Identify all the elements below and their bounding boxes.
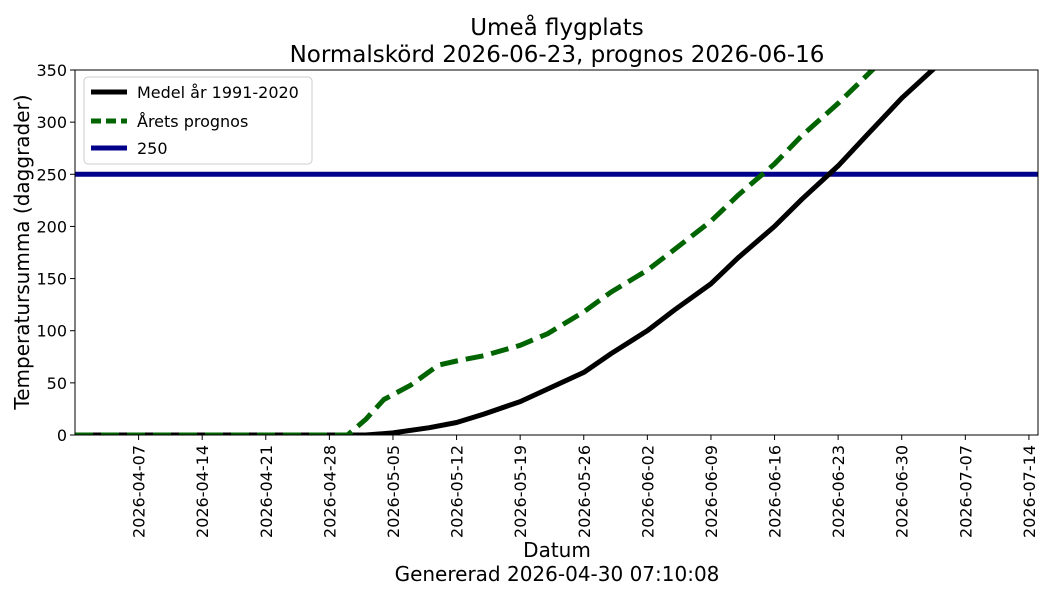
series-line-medel	[75, 70, 937, 435]
x-tick-label: 2026-06-02	[638, 445, 657, 538]
x-tick-label: 2026-04-21	[257, 445, 276, 538]
x-axis: 2026-04-07 2026-04-14 2026-04-21 2026-04-28…	[130, 435, 1039, 538]
legend: Medel år 1991-2020 Årets prognos 250	[83, 76, 313, 165]
x-tick-label: 2026-07-07	[956, 445, 975, 538]
x-axis-label: Datum	[523, 538, 591, 562]
x-tick-label: 2026-04-28	[320, 445, 339, 538]
y-tick-label: 150	[36, 270, 67, 289]
legend-box	[83, 76, 313, 165]
legend-label-250: 250	[137, 139, 168, 158]
x-tick-label: 2026-04-07	[130, 445, 149, 538]
footer-generated: Genererad 2026-04-30 07:10:08	[395, 562, 720, 586]
x-tick-label: 2026-07-14	[1020, 445, 1039, 538]
x-tick-label: 2026-04-14	[193, 445, 212, 538]
x-tick-label: 2026-05-12	[448, 445, 467, 538]
y-tick-label: 300	[36, 113, 67, 132]
x-tick-label: 2026-06-09	[702, 445, 721, 538]
plot-frame	[74, 69, 1039, 436]
chart-subtitle: Normalskörd 2026-06-23, prognos 2026-06-…	[290, 42, 825, 68]
series-layer	[75, 70, 1038, 435]
x-tick-label: 2026-06-16	[766, 445, 785, 538]
y-axis-label: Temperatursumma (daggrader)	[10, 94, 34, 410]
y-tick-label: 0	[57, 426, 67, 445]
chart-title: Umeå flygplats	[470, 13, 644, 41]
x-tick-label: 2026-06-30	[893, 445, 912, 538]
series-line-prognos	[75, 70, 876, 435]
x-tick-label: 2026-06-23	[829, 445, 848, 538]
legend-label-medel: Medel år 1991-2020	[137, 83, 299, 102]
y-tick-label: 100	[36, 322, 67, 341]
y-tick-label: 350	[36, 61, 67, 80]
y-tick-label: 50	[47, 374, 67, 393]
y-tick-label: 250	[36, 165, 67, 184]
y-axis: 0 50 100 150 200 250 300 350	[36, 61, 75, 445]
y-tick-label: 200	[36, 217, 67, 236]
x-tick-label: 2026-05-26	[575, 445, 594, 538]
x-tick-label: 2026-05-19	[511, 445, 530, 538]
legend-label-prognos: Årets prognos	[137, 112, 248, 131]
x-tick-label: 2026-05-05	[384, 445, 403, 538]
